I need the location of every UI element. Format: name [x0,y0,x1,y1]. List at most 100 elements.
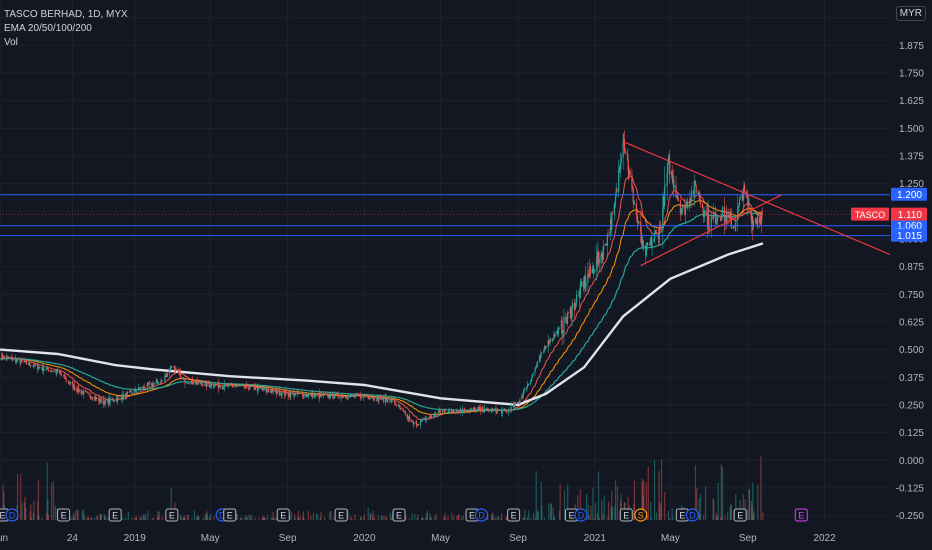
candle-body [434,412,436,414]
candle-body [645,243,648,256]
volume-bar [757,484,759,520]
candle-body [323,393,325,395]
candle-body [694,181,696,182]
candle-body [655,232,657,233]
candle-body [685,203,687,207]
candle-body [14,358,16,359]
candle-body [232,385,234,388]
volume-bar [543,517,546,520]
candle-body [460,409,462,411]
candle-body [579,291,581,298]
candle-body [589,266,591,274]
candle-body [711,217,713,219]
candle-body [706,215,709,228]
candle-body [580,282,583,287]
candle-body [175,368,177,372]
volume-bar [262,515,264,520]
candle-body [59,372,62,374]
volume-bar [641,478,643,520]
candle-body [628,170,630,175]
candle-body [728,212,730,218]
candle-body [380,399,383,400]
volume-bar [195,516,197,520]
candle-body [385,398,388,401]
last-price-tag [891,207,927,221]
ema-indicator-label[interactable]: EMA 20/50/100/200 [4,23,92,34]
candle-body [575,301,577,306]
event-letter: E [396,511,402,521]
candle-body [120,396,122,398]
candle-body [23,360,25,362]
candle-body [640,232,642,243]
candle-body [545,346,547,349]
candle-body [180,373,182,380]
currency-badge[interactable]: MYR [895,6,926,21]
volume-bar [367,507,369,520]
event-letter: E [511,511,517,521]
candle-body [567,312,569,314]
volume-bar [434,516,436,520]
candle-body [142,387,144,389]
candle-body [95,397,97,399]
volume-bar [752,482,754,520]
volume-bar [271,517,274,520]
candle-body [717,217,719,219]
y-tick-label: 0.250 [899,400,924,411]
candle-body [244,387,246,388]
candle-body [404,411,406,414]
candle-body [328,394,330,398]
candle-body [324,393,327,395]
volume-bar [213,516,215,520]
volume-bar [193,510,196,520]
candle-body [684,206,687,215]
candle-body [682,206,684,208]
candle-body [521,396,524,397]
volume-bar [389,512,391,520]
candle-body [421,418,423,421]
volume-bar [242,517,244,520]
candle-body [252,385,254,387]
volume-bar [90,516,92,520]
candle-body [287,392,289,396]
candle-body [438,412,440,413]
candle-body [610,219,612,230]
candle-body [45,368,48,370]
symbol-title[interactable]: TASCO BERHAD, 1D, MYX [4,9,128,20]
candle-body [329,397,331,399]
candle-body [130,390,132,392]
volume-bar [3,491,5,520]
candle-body [280,393,282,396]
candle-body [389,401,391,403]
x-tick-label: 2022 [813,533,836,544]
candle-body [482,406,484,413]
volume-bar [462,515,464,520]
candle-body [138,387,140,389]
candle-body [750,209,752,213]
candle-body [68,382,70,384]
candle-body [402,410,405,412]
candle-body [733,226,736,228]
candle-body [426,418,428,420]
candle-body [360,397,362,399]
candle-body [69,383,71,384]
candle-body [664,186,666,206]
candle-body [611,213,613,230]
candle-body [270,390,272,393]
volume-bar [553,517,555,520]
candle-body [426,418,428,420]
candle-body [205,381,208,387]
candle-body [603,245,605,251]
candle-body [490,408,492,410]
volume-indicator-label[interactable]: Vol [4,37,18,48]
candle-body [681,209,683,212]
candle-body [98,398,101,402]
candle-body [540,354,542,359]
candle-body [708,214,710,230]
candle-body [601,253,603,255]
candle-body [199,382,201,384]
candle-body [723,207,726,222]
volume-bar [620,494,622,520]
candle-body [288,395,290,397]
